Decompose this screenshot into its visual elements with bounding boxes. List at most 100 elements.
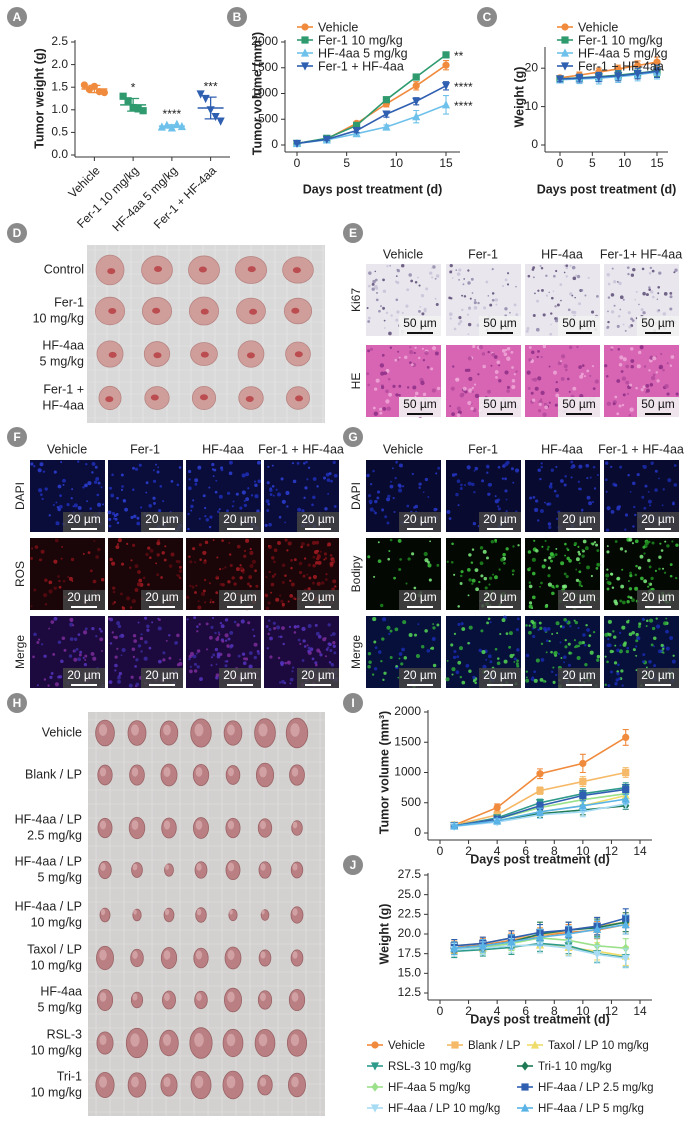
cell [656, 379, 660, 383]
cell [241, 652, 246, 656]
cell [50, 672, 54, 675]
cell [294, 597, 297, 601]
cell [549, 485, 553, 489]
tumor-spot [108, 307, 117, 314]
cell [235, 492, 239, 496]
marker [555, 75, 565, 84]
row-label: Merge [13, 635, 27, 669]
cell [629, 574, 633, 578]
column-label: Vehicle [383, 247, 423, 261]
cell [584, 546, 589, 551]
cell [392, 496, 395, 500]
cell [626, 620, 630, 624]
cell [224, 566, 227, 569]
cell [543, 558, 547, 562]
cell [622, 393, 626, 397]
cell [311, 540, 317, 545]
cell [42, 470, 46, 473]
significance: **** [454, 80, 473, 94]
cell [202, 550, 207, 555]
cell [658, 567, 661, 571]
cell [464, 368, 469, 373]
cell [484, 586, 488, 590]
scale-bar-bg [399, 668, 441, 688]
tumor-highlight [163, 1076, 171, 1088]
cell [540, 266, 544, 270]
cell [279, 635, 283, 639]
marker [371, 1082, 379, 1092]
cell [229, 460, 233, 465]
marker [450, 943, 459, 952]
tumor-highlight [229, 909, 233, 915]
cell [497, 465, 501, 469]
row-label: 5 mg/kg [40, 354, 85, 368]
cell [308, 576, 312, 580]
x-tick-label: 4 [494, 844, 501, 858]
cell [39, 558, 43, 562]
tumor-spot [294, 351, 303, 358]
cell [478, 648, 483, 653]
cell [506, 385, 510, 389]
cell [120, 654, 123, 657]
cell [417, 623, 420, 626]
cell [489, 303, 493, 307]
cell [657, 285, 661, 289]
cell [53, 470, 57, 474]
cell [290, 566, 293, 570]
cell [157, 617, 160, 620]
cell [607, 684, 611, 687]
cell [565, 266, 569, 270]
scale-bar-bg [637, 668, 679, 688]
cell [302, 574, 306, 578]
cell [140, 506, 143, 509]
cell [568, 559, 572, 563]
cell [548, 401, 551, 404]
cell [157, 466, 160, 469]
cell [624, 329, 627, 332]
cell [555, 393, 560, 398]
cell [430, 367, 434, 371]
cell [289, 682, 292, 685]
cell [90, 652, 95, 656]
scale-bar-label: 50 µm [562, 397, 596, 411]
cell [190, 504, 194, 509]
cell [143, 656, 148, 661]
panel-letter-badge [7, 223, 27, 243]
cell [590, 574, 593, 578]
cell [453, 649, 457, 653]
cell [528, 624, 531, 627]
cell [560, 479, 564, 483]
marker [382, 122, 391, 131]
cell [571, 310, 575, 314]
cell [568, 345, 573, 350]
cell [583, 375, 586, 378]
cell [539, 626, 543, 630]
cell [455, 670, 460, 675]
cell [541, 564, 546, 569]
cell [53, 616, 58, 621]
cell [418, 482, 422, 486]
scale-bar-bg [558, 397, 600, 417]
row-label: HF-4aa / LP [15, 899, 82, 913]
cell [178, 576, 182, 580]
cell [420, 293, 425, 298]
cell [243, 549, 247, 553]
cell [455, 269, 458, 271]
scale-bar-bg [637, 316, 679, 336]
cell [239, 566, 244, 571]
cell [85, 462, 88, 466]
scale-bar-label: 50 µm [562, 316, 596, 330]
cell [467, 568, 471, 572]
tumor [258, 861, 272, 879]
cell [467, 322, 472, 327]
cell [503, 659, 508, 664]
column-label: Fer-1 + HF-4aa [258, 442, 344, 456]
cell [589, 650, 594, 655]
cell [253, 655, 257, 660]
cell [239, 506, 243, 510]
cell [434, 297, 437, 300]
cell [221, 583, 225, 587]
tumor-highlight [291, 1076, 299, 1088]
tumor-highlight [164, 908, 170, 916]
cell [547, 574, 551, 578]
